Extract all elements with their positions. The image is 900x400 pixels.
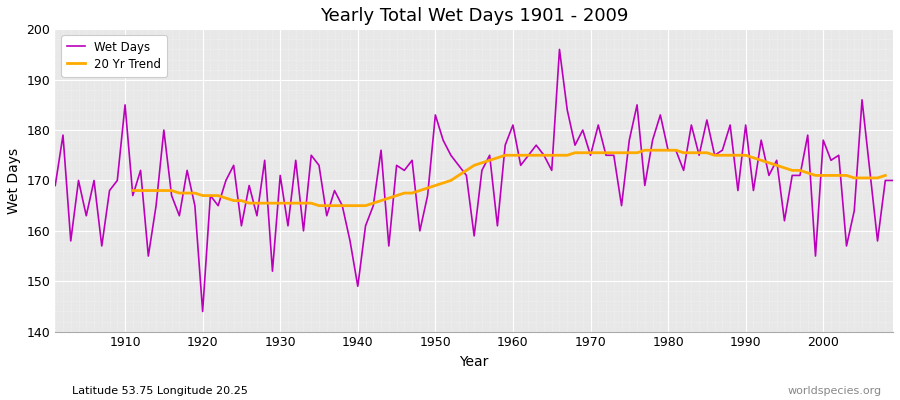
20 Yr Trend (128, 188, 139, 193)
20 Yr Trend (554, 153, 565, 158)
20 Yr Trend (717, 153, 728, 158)
Wet Days (554, 47, 565, 52)
Wet Days (887, 178, 898, 183)
Wet Days (197, 309, 208, 314)
Legend: Wet Days, 20 Yr Trend: Wet Days, 20 Yr Trend (61, 35, 167, 76)
X-axis label: Year: Year (460, 355, 489, 369)
20 Yr Trend (313, 203, 324, 208)
Title: Yearly Total Wet Days 1901 - 2009: Yearly Total Wet Days 1901 - 2009 (320, 7, 628, 25)
Wet Days (508, 123, 518, 128)
20 Yr Trend (880, 173, 891, 178)
Wet Days (516, 163, 526, 168)
Line: 20 Yr Trend: 20 Yr Trend (133, 150, 886, 206)
20 Yr Trend (190, 191, 201, 196)
Text: worldspecies.org: worldspecies.org (788, 386, 882, 396)
20 Yr Trend (608, 150, 619, 155)
Text: Latitude 53.75 Longitude 20.25: Latitude 53.75 Longitude 20.25 (72, 386, 248, 396)
Wet Days (112, 178, 122, 183)
Wet Days (50, 183, 60, 188)
Line: Wet Days: Wet Days (55, 50, 893, 312)
20 Yr Trend (174, 191, 184, 196)
20 Yr Trend (492, 155, 503, 160)
Wet Days (337, 203, 347, 208)
20 Yr Trend (639, 148, 650, 153)
Y-axis label: Wet Days: Wet Days (7, 147, 21, 214)
Wet Days (616, 203, 627, 208)
Wet Days (291, 158, 302, 163)
